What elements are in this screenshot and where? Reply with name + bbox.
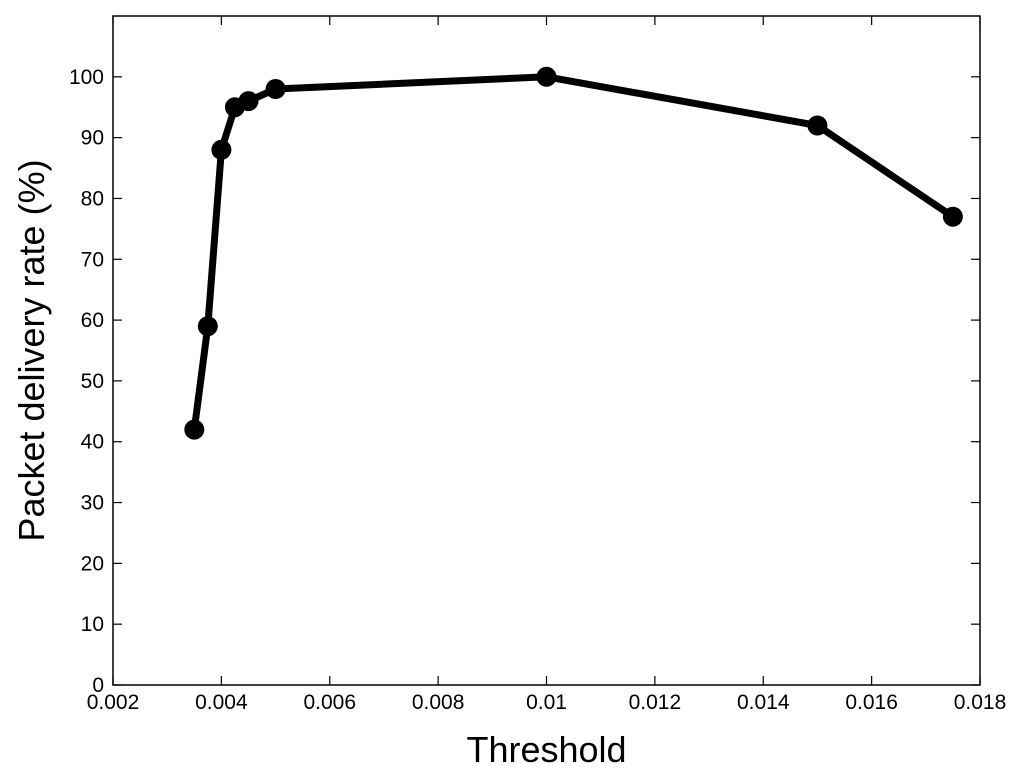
data-point (184, 419, 205, 440)
x-tick-label: 0.008 (412, 691, 465, 714)
y-tick-label: 60 (81, 309, 104, 332)
data-point (807, 115, 828, 136)
y-tick-label: 70 (81, 248, 104, 271)
data-point (265, 79, 286, 99)
y-tick-label: 80 (81, 187, 104, 210)
y-tick-label: 50 (81, 370, 104, 393)
x-tick-label: 0.014 (737, 691, 790, 714)
ticks-layer: 0.002 0.004 0.006 0.008 0.01 0.012 0.014 0.016 0… (69, 16, 1006, 714)
data-point (238, 91, 259, 112)
y-tick-label: 10 (81, 613, 104, 636)
plot-frame (112, 15, 981, 686)
y-tick-label: 40 (81, 431, 104, 454)
series-layer (184, 66, 963, 440)
x-tick-label: 0.004 (195, 691, 248, 714)
y-axis-title: Packet delivery rate (%) (11, 159, 52, 541)
x-axis-title: Threshold (466, 729, 626, 770)
data-point (211, 139, 232, 160)
x-tick-label: 0.016 (845, 691, 898, 714)
x-tick-label: 0.012 (629, 691, 682, 714)
x-tick-label: 0.002 (87, 691, 140, 714)
y-tick-label: 100 (69, 66, 104, 89)
y-tick-label: 0 (92, 674, 104, 697)
data-point (536, 66, 557, 87)
y-tick-label: 90 (81, 127, 104, 150)
y-tick-label: 30 (81, 492, 104, 515)
x-tick-label: 0.01 (526, 691, 567, 714)
y-tick-label: 20 (81, 552, 104, 575)
x-tick-label: 0.006 (303, 691, 356, 714)
x-tick-label: 0.018 (954, 691, 1007, 714)
data-point (197, 316, 218, 337)
data-point (942, 206, 963, 227)
